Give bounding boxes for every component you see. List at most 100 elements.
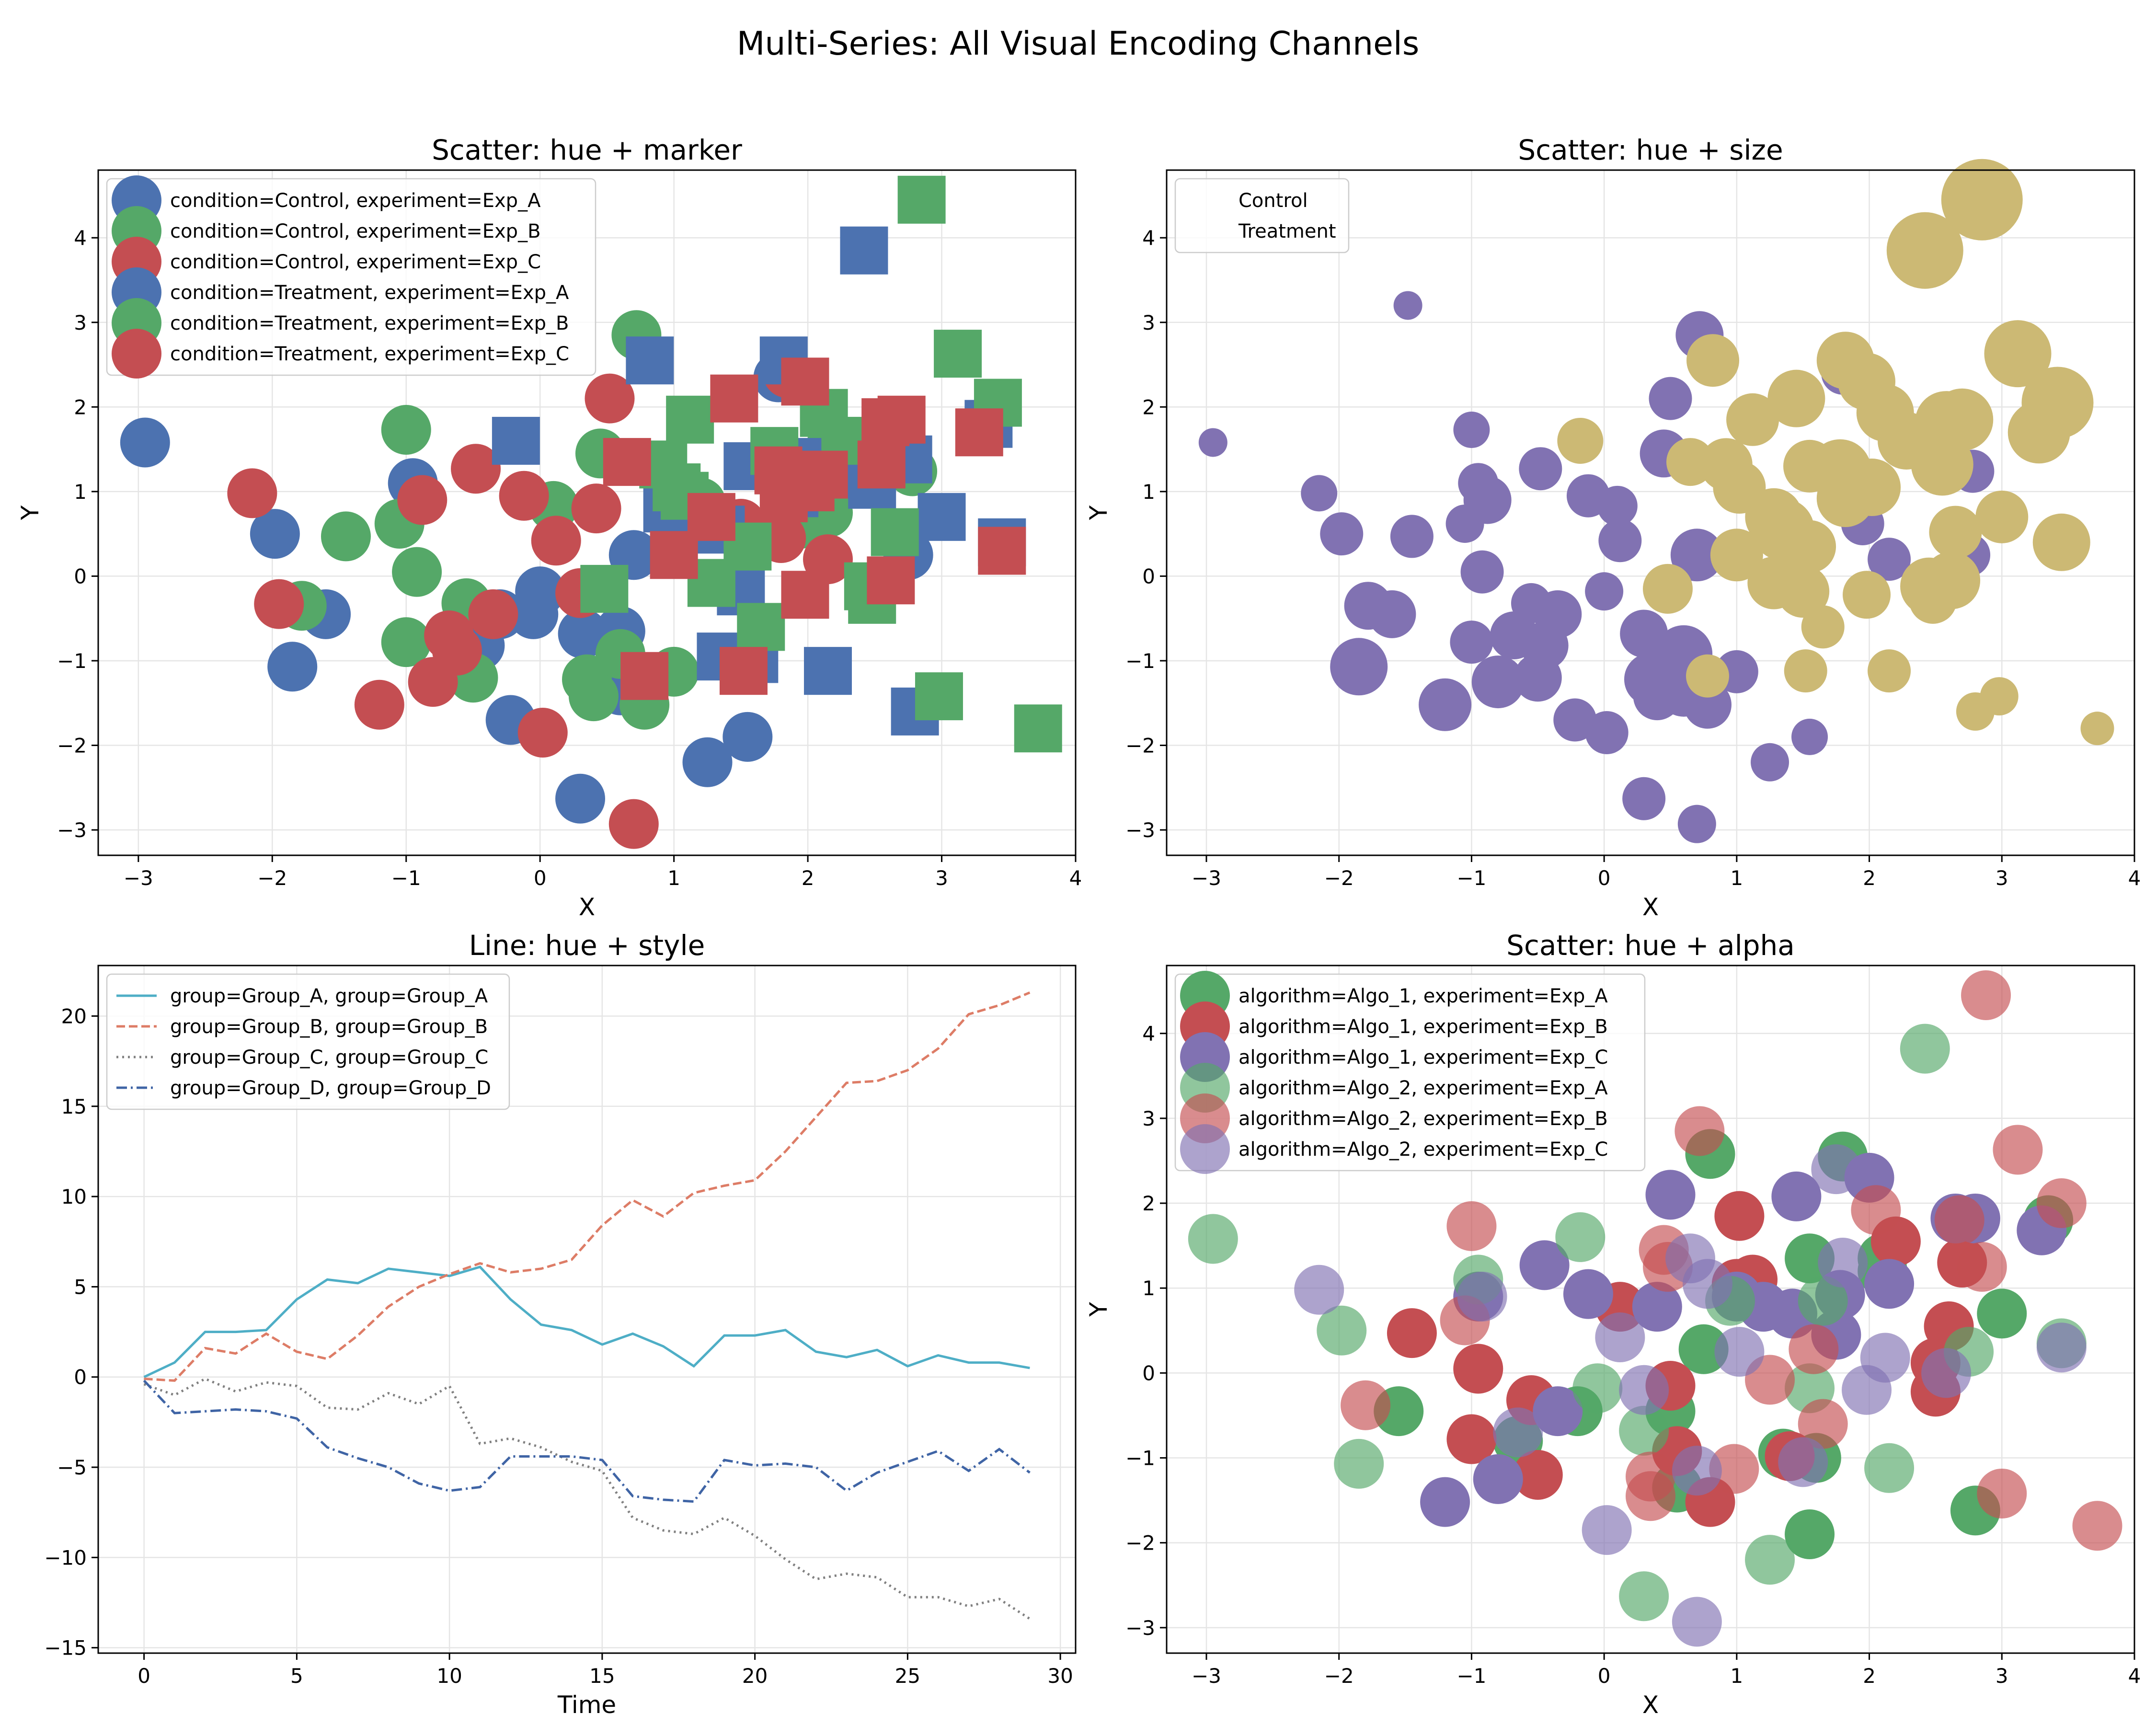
alpha-marker (1519, 1240, 1570, 1290)
x-tick-label: 4 (2128, 866, 2141, 890)
series-line-group-group-b-group-group-b (144, 991, 1031, 1382)
size-marker (1670, 529, 1723, 582)
y-tick-label: 0 (74, 564, 87, 588)
size-marker (1929, 506, 1982, 559)
y-tick-label: 3 (74, 311, 87, 334)
legend-label-group-group-c-group-group-c: group=Group_C, group=Group_C (170, 1046, 488, 1069)
x-tick-label: 2 (1863, 1664, 1876, 1688)
square-marker (800, 450, 848, 499)
circle-marker (515, 566, 565, 617)
y-tick-label: −2 (57, 734, 87, 757)
size-marker (1984, 320, 2052, 388)
square-marker (871, 508, 919, 556)
circle-marker (321, 511, 371, 562)
x-tick-label: 4 (1069, 866, 1082, 890)
alpha-marker (1714, 1191, 1765, 1241)
series-algorithm-algo-2-experiment-exp-b (1341, 970, 2122, 1551)
y-tick-label: −3 (1125, 1616, 1155, 1640)
square-marker (492, 416, 540, 465)
x-tick-label: 0 (1598, 1664, 1611, 1688)
alpha-marker (1977, 1468, 2027, 1518)
plot-frame (97, 965, 1077, 1654)
size-marker (1767, 369, 1825, 427)
square-marker (666, 395, 714, 444)
x-tick-label: 0 (1598, 866, 1611, 890)
x-tick-label: 0 (138, 1664, 150, 1688)
size-marker (1783, 520, 1836, 573)
circle-marker (568, 671, 619, 722)
y-tick-label: −10 (44, 1546, 87, 1569)
size-marker (2080, 712, 2114, 746)
x-axis-label: X (1642, 1691, 1659, 1719)
alpha-marker (1294, 1265, 1344, 1315)
size-marker (1686, 654, 1729, 698)
legend-marker (112, 329, 161, 379)
x-tick-label: 4 (2128, 1664, 2141, 1688)
legend-label-algorithm-algo-1-experiment-exp-c: algorithm=Algo_1, experiment=Exp_C (1239, 1046, 1608, 1069)
x-tick-label: 1 (667, 866, 680, 890)
size-marker (1598, 519, 1642, 563)
y-tick-label: −15 (44, 1636, 87, 1660)
size-marker (1751, 743, 1789, 782)
square-marker (840, 226, 888, 275)
x-tick-label: −1 (1456, 866, 1486, 890)
size-marker (1975, 490, 2029, 543)
circle-marker (354, 679, 404, 730)
size-marker (1390, 515, 1434, 558)
alpha-marker (1645, 1170, 1696, 1220)
y-tick-label: 4 (1142, 1022, 1155, 1046)
size-marker (1534, 590, 1582, 638)
alpha-marker (1993, 1125, 2043, 1175)
alpha-marker (2072, 1501, 2122, 1551)
alpha-marker (2036, 1322, 2087, 1373)
y-tick-label: 4 (74, 226, 87, 250)
alpha-marker (1678, 1324, 1729, 1374)
square-marker (1014, 704, 1062, 753)
size-marker (1980, 677, 2018, 716)
size-marker (1320, 512, 1364, 556)
alpha-marker (1473, 1454, 1523, 1504)
size-marker (1931, 388, 1994, 451)
legend-label-condition-control-experiment-exp-b: condition=Control, experiment=Exp_B (170, 220, 541, 242)
x-tick-label: 0 (534, 866, 547, 890)
legend-box (1174, 973, 1646, 1172)
series-line-group-group-d-group-group-d (143, 1380, 1031, 1503)
y-tick-label: 4 (1142, 226, 1155, 250)
legend-label-condition-control-experiment-exp-c: condition=Control, experiment=Exp_C (170, 251, 541, 273)
alpha-marker (1771, 1171, 1822, 1221)
alpha-marker (1789, 1324, 1839, 1374)
size-marker (1868, 538, 1911, 581)
size-marker (1463, 476, 1512, 524)
alpha-marker (1457, 1271, 1507, 1322)
alpha-marker (1977, 1288, 2027, 1339)
alpha-marker (1446, 1201, 1497, 1251)
size-marker (1620, 610, 1668, 658)
x-tick-label: 2 (802, 866, 814, 890)
size-marker (1585, 572, 1624, 611)
alpha-marker (1493, 1407, 1543, 1458)
circle-marker (250, 509, 300, 559)
x-tick-label: −3 (1192, 866, 1221, 890)
square-marker (857, 440, 906, 489)
alpha-marker (2036, 1178, 2087, 1229)
x-tick-label: 1 (1730, 866, 1743, 890)
legend-label-treatment: Treatment (1238, 220, 1336, 242)
legend-marker (1180, 1124, 1230, 1174)
alpha-marker (1453, 1344, 1503, 1394)
size-marker (1649, 377, 1692, 420)
alpha-marker (1555, 1212, 1606, 1262)
y-tick-label: −2 (1125, 1531, 1155, 1555)
alpha-marker (1745, 1535, 1795, 1585)
circle-marker (517, 708, 568, 758)
square-marker (603, 438, 651, 486)
legend-label-algorithm-algo-1-experiment-exp-a: algorithm=Algo_1, experiment=Exp_A (1239, 985, 1608, 1007)
y-tick-label: −3 (1125, 818, 1155, 842)
circle-marker (585, 373, 635, 424)
alpha-marker (1563, 1269, 1613, 1319)
series-algorithm-algo-2-experiment-exp-c (1294, 1144, 2087, 1647)
square-marker (580, 564, 629, 613)
y-tick-label: −1 (1125, 649, 1155, 673)
